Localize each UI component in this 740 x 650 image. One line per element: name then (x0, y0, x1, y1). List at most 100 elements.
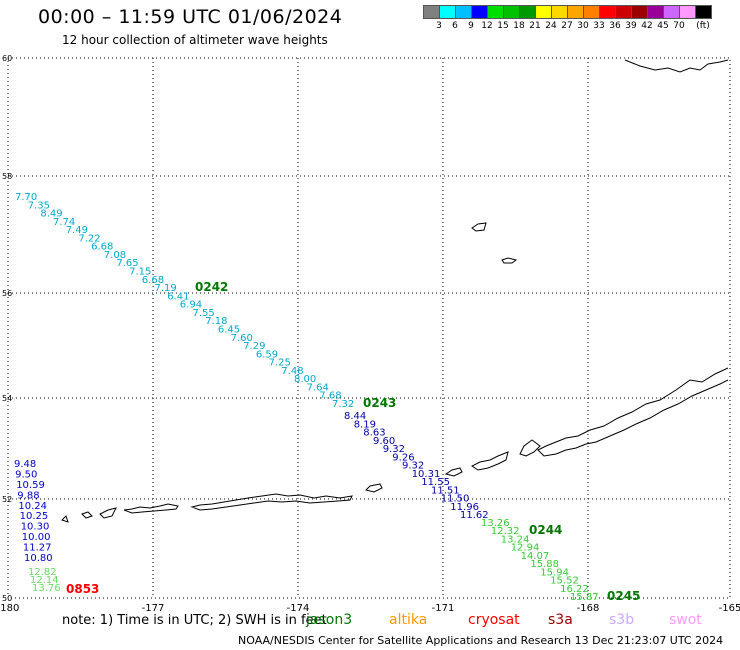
swh-value-0243: 9.60 (373, 436, 395, 447)
legend-ticks: (ft) 3 6 9 12 15 18 21 24 27 30 33 36 39 42 45 70 (423, 19, 711, 31)
swh-value-0244: 13.24 (501, 534, 530, 545)
island-pribilof-2 (501, 257, 518, 264)
map-title: 00:00 – 11:59 UTC 01/06/2024 (38, 6, 343, 28)
swh-value-0244: 13.26 (481, 518, 510, 529)
swh-value-0853: 10.24 (18, 501, 47, 512)
longitude-label: -168 (577, 603, 600, 614)
legend-tick-label: 27 (561, 21, 573, 31)
swh-value-0244: 15.52 (550, 576, 579, 587)
legend-swatch (679, 5, 696, 19)
map-subtitle: 12 hour collection of altimeter wave hei… (62, 33, 328, 47)
swh-value-0242: 7.65 (116, 258, 138, 269)
swh-value-0853: 11.27 (23, 543, 52, 554)
islands-near (99, 507, 117, 519)
swh-value-0244: 14.07 (521, 551, 550, 562)
legend-tick-label: 36 (609, 21, 621, 31)
satellite-legend-item: cryosat (468, 612, 520, 628)
island-northeast-coast (624, 59, 729, 73)
color-legend: (ft) 3 6 9 12 15 18 21 24 27 30 33 36 39 42 45 70 (423, 5, 712, 31)
legend-swatch (583, 5, 600, 19)
latitude-label: 54 (2, 394, 12, 403)
swh-value-0242: 7.64 (307, 382, 329, 393)
footer-note: note: 1) Time is in UTC; 2) SWH is in fe… (62, 613, 327, 628)
swh-value-0242: 8.49 (40, 209, 62, 220)
legend-swatch (647, 5, 664, 19)
legend-swatch (631, 5, 648, 19)
swh-value-0243: 10.31 (412, 469, 441, 480)
legend-tick-label: 6 (452, 21, 458, 31)
islands-rat (123, 503, 179, 514)
swh-value-0243: 11.55 (421, 477, 450, 488)
swh-value-0243: 11.51 (431, 485, 460, 496)
legend-swatch (599, 5, 616, 19)
swh-value-0242: 6.68 (142, 275, 164, 286)
satellite-legend-item: s3b (609, 612, 635, 628)
legend-swatch (455, 5, 472, 19)
swh-value-0243: 8.44 (344, 411, 366, 422)
swh-value-0242: 6.59 (256, 349, 278, 360)
swh-value-0242: 7.19 (155, 283, 177, 294)
swh-value-0853: 10.59 (16, 480, 45, 491)
swh-value-0242: 6.94 (180, 300, 202, 311)
swh-value-0242: 7.68 (319, 391, 341, 402)
swh-value-0243: 8.63 (363, 428, 385, 439)
legend-swatch (551, 5, 568, 19)
island-semisopochnoi (61, 515, 69, 523)
legend-swatch (471, 5, 488, 19)
longitude-label: -171 (432, 603, 455, 614)
swh-value-0244: 15.88 (530, 559, 559, 570)
swh-value-0243: 9.26 (392, 452, 414, 463)
legend-swatch (487, 5, 504, 19)
longitude-label: -174 (287, 603, 310, 614)
legend-tick-label: 9 (468, 21, 474, 31)
latitude-label: 60 (2, 54, 12, 63)
swh-value-0242: 7.15 (129, 267, 151, 278)
legend-swatch (535, 5, 552, 19)
swh-value-0853: 10.00 (22, 532, 51, 543)
legend-swatches (423, 5, 712, 19)
footer-credit: NOAA/NESDIS Center for Satellite Applica… (238, 634, 724, 647)
legend-swatch (423, 5, 440, 19)
swh-value-0242: 7.35 (28, 200, 50, 211)
legend-swatch (503, 5, 520, 19)
swh-value-0242: 7.70 (15, 192, 37, 203)
islands-islands-of-four-mountains (444, 467, 463, 477)
swh-value-0242: 7.32 (332, 399, 354, 410)
legend-swatch (567, 5, 584, 19)
legend-swatch (615, 5, 632, 19)
swh-value-0242: 7.25 (269, 358, 291, 369)
pass-label-0245: 0245 (607, 589, 640, 603)
legend-tick-label: 12 (481, 21, 493, 31)
islands-andreanof (190, 493, 353, 511)
legend-tick-label: 39 (625, 21, 637, 31)
legend-tick-label: 30 (577, 21, 589, 31)
swh-value-0243: 11.62 (460, 510, 489, 521)
legend-tick-label: 33 (593, 21, 605, 31)
swh-value-0242: 7.60 (231, 333, 253, 344)
longitude-label: -177 (142, 603, 165, 614)
swh-value-0853: 10.80 (24, 553, 53, 564)
graticule: 60 58 56 54 52 50-180 -177 -174 -171 -168 -165 (0, 54, 740, 614)
legend-tick-label: 42 (641, 21, 653, 31)
swh-value-0853: 12.14 (30, 575, 59, 586)
islands-fox (471, 451, 509, 471)
swh-value-0242: 7.22 (78, 233, 100, 244)
island-attu (81, 511, 93, 519)
swh-value-0853: 9.50 (15, 469, 37, 480)
swh-value-0853: 9.48 (14, 459, 36, 470)
swh-value-0853: 10.30 (21, 522, 50, 533)
swh-value-0853: 13.76 (32, 583, 61, 594)
pass-label-0242: 0242 (195, 280, 228, 294)
legend-tick-label: 18 (513, 21, 525, 31)
latitude-label: 58 (2, 172, 12, 181)
swh-value-0242: 7.55 (193, 308, 215, 319)
pass-label-0853: 0853 (66, 582, 99, 596)
satellite-legend-item: s3a (548, 612, 573, 628)
swh-value-0243: 8.19 (354, 419, 376, 430)
legend-tick-label: 15 (497, 21, 509, 31)
latitude-label: 50 (2, 594, 12, 603)
swh-value-0242: 7.48 (281, 366, 303, 377)
latitude-label: 56 (2, 289, 12, 298)
swh-value-0243: 11.96 (450, 502, 479, 513)
legend-tick-label: 24 (545, 21, 557, 31)
